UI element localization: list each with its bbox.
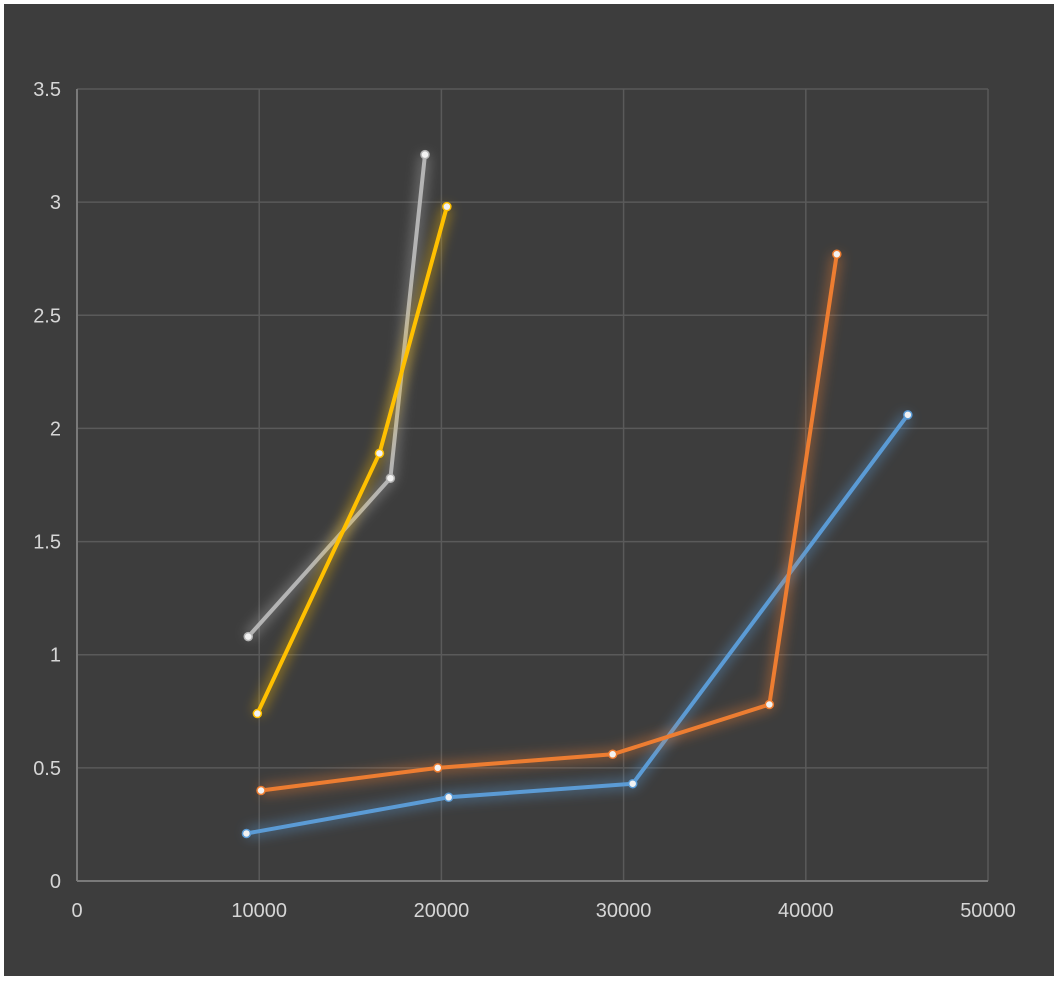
y-tick-label: 3 (50, 192, 61, 214)
line-chart: 0 10000 20000 30000 40000 50000 0 0.5 1 1.5 2 2.5 3 3… (4, 4, 1054, 976)
series-0-point (903, 410, 913, 420)
series-1-point (433, 763, 443, 773)
axes (76, 89, 988, 882)
x-tick-label: 0 (71, 900, 82, 922)
series-0-point (443, 792, 454, 803)
y-tick-label: 3.5 (33, 79, 61, 101)
x-tick-label: 40000 (778, 900, 834, 922)
series-3-point (374, 448, 385, 459)
series-2-point (243, 631, 254, 642)
tick-labels: 0 10000 20000 30000 40000 50000 0 0.5 1 1.5 2 2.5 3 3… (33, 79, 1016, 922)
y-tick-label: 2 (50, 418, 61, 440)
series-1-point (832, 249, 842, 259)
series-3-point (252, 708, 263, 719)
y-tick-label: 1.5 (33, 532, 61, 554)
series-1-point (764, 699, 775, 710)
series-0-point (627, 778, 638, 789)
x-tick-label: 30000 (596, 900, 652, 922)
series-3-point (442, 201, 452, 212)
y-tick-label: 0.5 (33, 758, 61, 780)
y-tick-label: 0 (50, 871, 61, 893)
y-tick-label: 1 (50, 645, 61, 667)
series-0-line (244, 412, 910, 836)
series (241, 149, 913, 839)
plot-background (4, 4, 1054, 976)
series-2-point (420, 149, 430, 160)
series-1-point (256, 785, 266, 796)
y-tick-label: 2.5 (33, 305, 61, 327)
series-0-point (241, 828, 252, 839)
series-2-point (385, 473, 396, 483)
series-1-point (607, 749, 618, 760)
gridlines (77, 88, 989, 881)
x-tick-label: 50000 (960, 900, 1016, 922)
x-tick-label: 20000 (414, 900, 470, 922)
x-tick-label: 10000 (231, 900, 287, 922)
